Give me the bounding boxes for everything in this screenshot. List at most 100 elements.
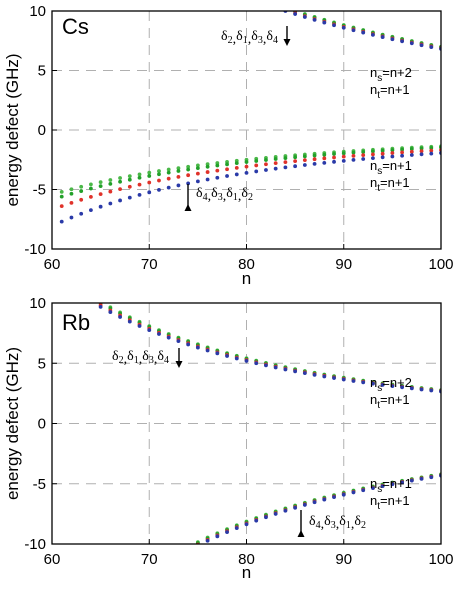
data-point <box>429 151 434 156</box>
data-point <box>254 159 259 163</box>
data-point <box>429 475 434 480</box>
data-point <box>79 197 84 202</box>
x-axis-label: n <box>242 269 251 288</box>
data-point <box>400 385 404 390</box>
x-tick-label: 60 <box>44 256 61 273</box>
data-point <box>89 295 93 299</box>
data-point <box>166 335 171 340</box>
data-point <box>273 161 278 166</box>
data-point <box>332 376 336 380</box>
y-tick-label: -5 <box>33 182 46 199</box>
data-point <box>302 503 307 507</box>
data-point <box>127 195 132 200</box>
data-point <box>205 162 210 167</box>
data-point <box>98 192 103 197</box>
data-point <box>332 495 336 499</box>
data-point <box>293 155 298 160</box>
data-point <box>157 332 161 336</box>
data-point <box>215 163 220 168</box>
data-point <box>322 156 327 161</box>
data-point <box>400 147 404 152</box>
data-point <box>351 157 356 162</box>
y-tick-label: 5 <box>38 63 46 80</box>
data-point <box>108 189 113 194</box>
panel-label: Rb <box>62 310 90 335</box>
data-point <box>409 41 414 46</box>
data-point <box>137 324 142 328</box>
data-point <box>176 339 181 344</box>
data-point <box>409 147 414 151</box>
branch-label: ns=n+1 <box>370 476 412 495</box>
data-point <box>274 6 278 10</box>
data-point <box>89 208 93 213</box>
y-tick-label: -5 <box>33 476 46 493</box>
data-point <box>157 178 161 183</box>
data-point <box>332 155 336 160</box>
data-point <box>205 170 210 174</box>
data-point <box>322 497 327 502</box>
data-point <box>273 157 278 161</box>
y-tick-label: 0 <box>38 416 46 433</box>
data-point <box>186 167 191 172</box>
data-point <box>59 194 64 199</box>
data-point <box>380 383 385 387</box>
data-point <box>186 173 191 178</box>
data-point <box>312 162 317 166</box>
data-point <box>380 148 385 153</box>
data-point <box>302 15 307 19</box>
data-point <box>234 161 239 166</box>
data-point <box>390 384 395 389</box>
data-point <box>205 348 210 353</box>
data-point <box>147 190 152 195</box>
data-point <box>390 148 395 153</box>
y-tick-label: -10 <box>24 241 46 258</box>
data-point <box>302 163 307 167</box>
data-point <box>186 547 190 551</box>
panel-rb: 60 70 80 90 100 10 5 0 -5 -10 n energy defect (GHz)… <box>3 295 454 582</box>
data-point <box>264 515 268 520</box>
data-point <box>127 174 132 179</box>
data-point <box>283 508 288 513</box>
data-point <box>361 488 366 493</box>
data-point <box>409 386 414 391</box>
data-point <box>147 180 152 185</box>
data-point <box>234 526 239 531</box>
data-point <box>409 153 414 157</box>
data-point <box>312 17 317 22</box>
data-point <box>341 25 346 30</box>
data-point <box>69 215 74 220</box>
data-point <box>147 170 152 175</box>
data-point <box>195 171 200 176</box>
data-point <box>400 480 404 485</box>
delta-order-label: δ2,δ1,δ3,δ4 <box>112 349 169 367</box>
data-point <box>59 204 64 209</box>
data-point <box>409 149 414 154</box>
data-point <box>166 167 171 172</box>
data-point <box>137 175 142 180</box>
data-point <box>302 154 307 159</box>
data-point <box>89 182 93 187</box>
data-point <box>225 167 229 172</box>
data-point <box>137 192 142 197</box>
data-point <box>225 174 229 178</box>
data-point <box>157 169 161 173</box>
y-axis-label: energy defect (GHz) <box>3 53 22 206</box>
data-point <box>390 151 395 155</box>
data-point <box>195 166 200 171</box>
data-point <box>176 183 181 188</box>
data-point <box>176 166 181 171</box>
x-tick-label: 70 <box>141 551 158 568</box>
data-point <box>419 152 424 157</box>
data-point <box>361 150 366 154</box>
data-point <box>186 545 190 549</box>
data-point <box>390 37 395 42</box>
data-point <box>332 23 336 28</box>
arrow-head-icon <box>283 39 291 46</box>
data-point <box>371 486 375 491</box>
data-point <box>361 380 366 385</box>
data-point <box>127 184 132 189</box>
data-point <box>244 359 249 363</box>
data-point <box>147 328 152 333</box>
data-point <box>293 505 298 510</box>
